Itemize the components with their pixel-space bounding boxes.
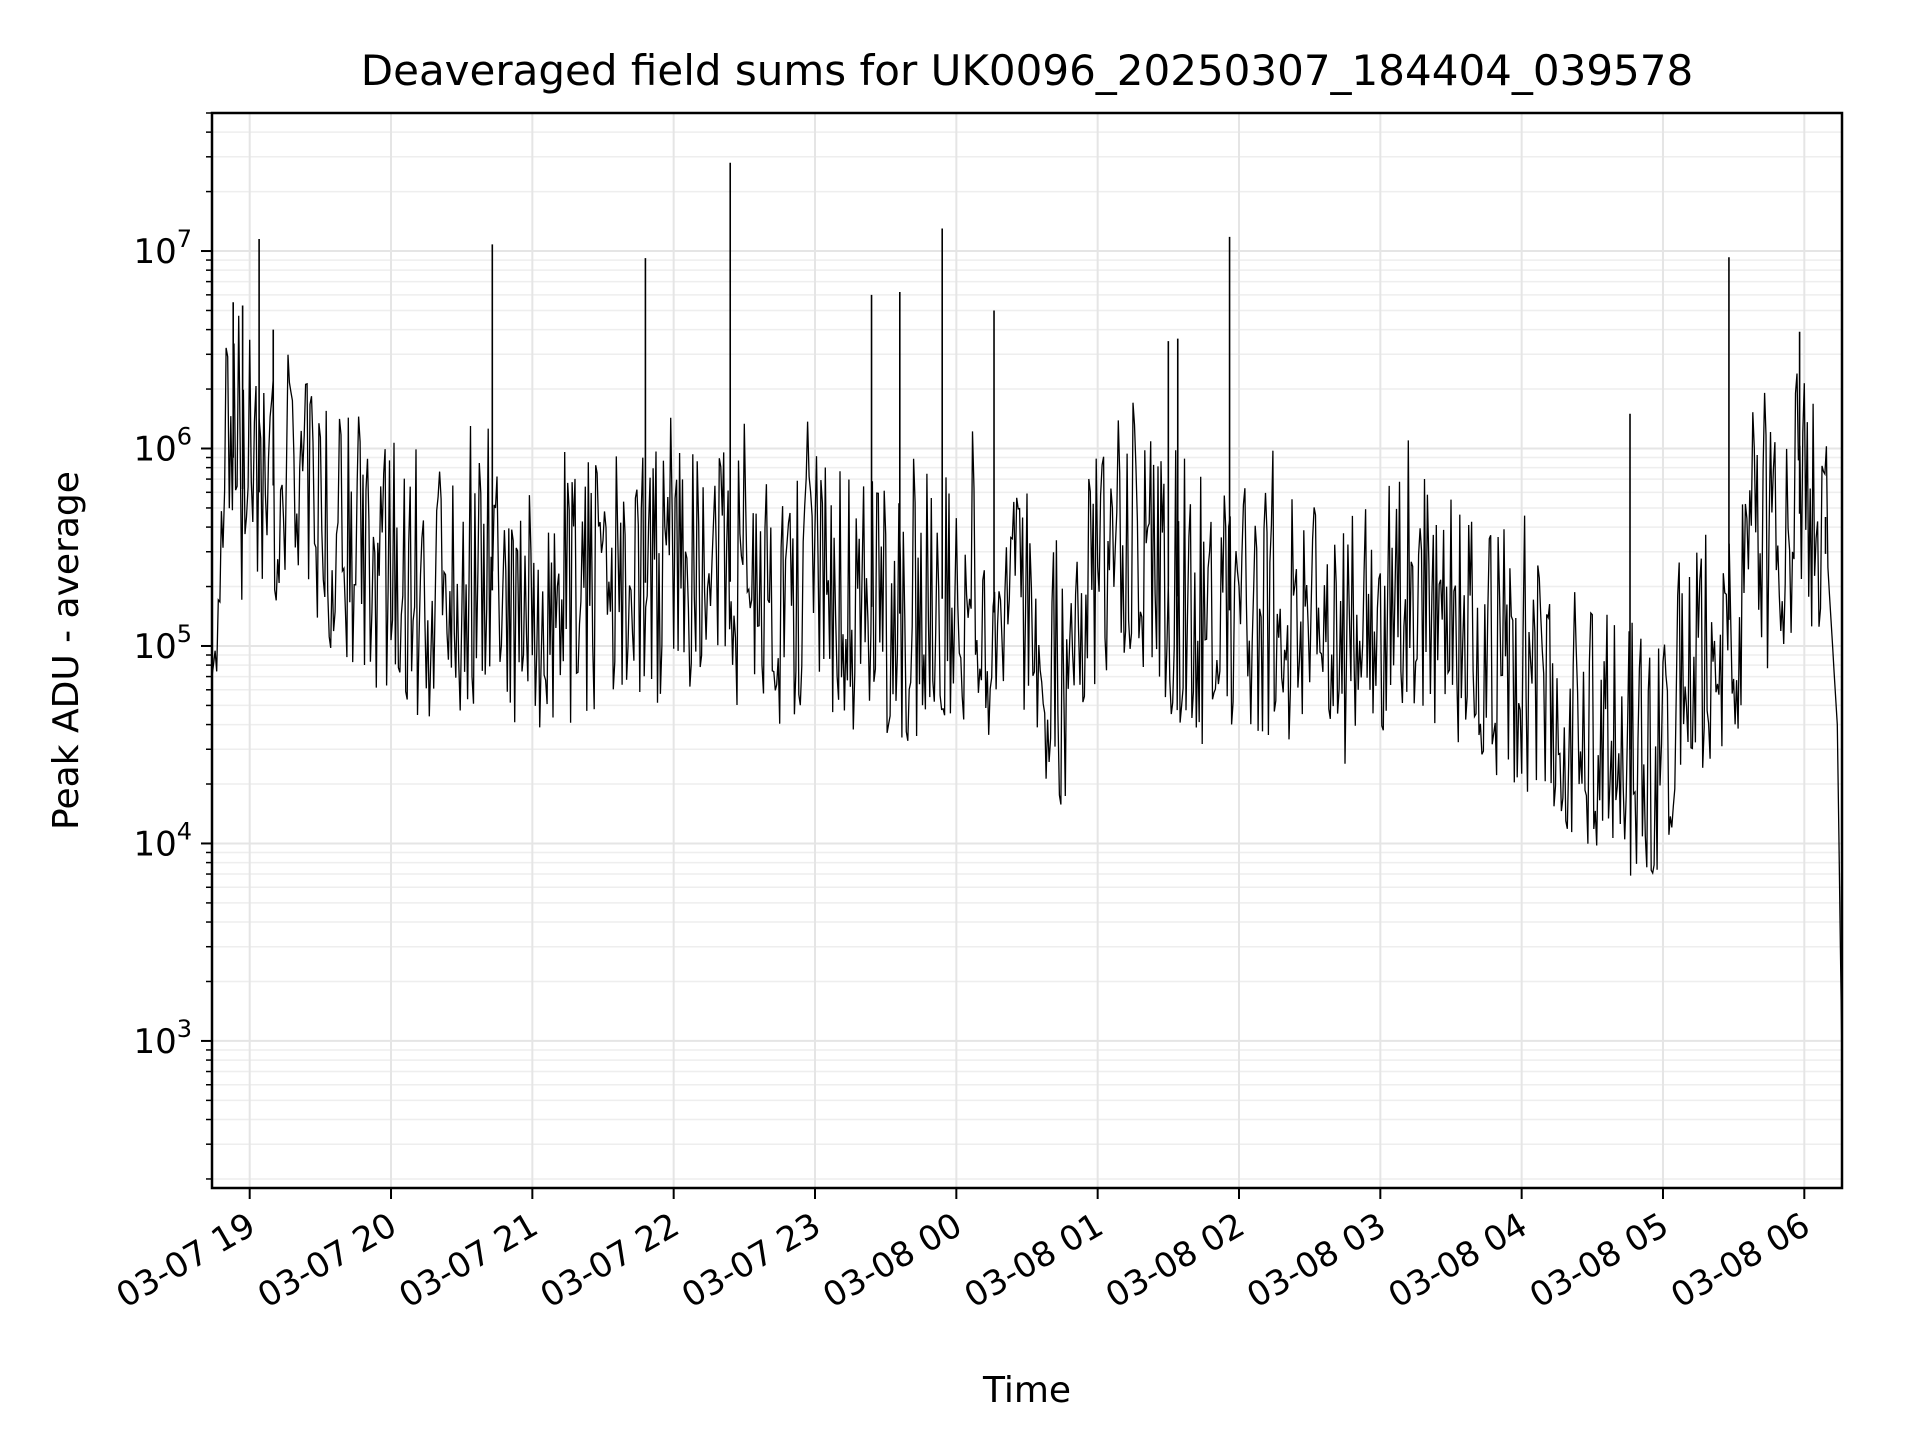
y-tick-label: 106 bbox=[133, 423, 192, 470]
y-tick-base: 10 bbox=[133, 824, 176, 864]
chart-title: Deaveraged field sums for UK0096_2025030… bbox=[361, 46, 1693, 95]
y-tick-base: 10 bbox=[133, 627, 176, 667]
y-tick-base: 10 bbox=[133, 430, 176, 470]
plot-frame bbox=[210, 111, 1844, 1190]
y-tick-exponent: 7 bbox=[177, 225, 192, 253]
y-tick-label: 105 bbox=[133, 620, 192, 667]
y-tick-exponent: 5 bbox=[177, 620, 192, 648]
data-trace-line bbox=[211, 315, 1843, 1061]
y-axis-label: Peak ADU - average bbox=[46, 471, 87, 830]
y-tick-label: 107 bbox=[133, 225, 192, 272]
series-layer bbox=[211, 162, 1843, 1061]
y-tick-base: 10 bbox=[133, 232, 176, 272]
y-tick-exponent: 6 bbox=[177, 423, 192, 451]
x-axis-label: Time bbox=[982, 1370, 1071, 1411]
y-tick-exponent: 3 bbox=[177, 1015, 192, 1043]
y-tick-base: 10 bbox=[133, 1022, 176, 1062]
y-tick-label: 103 bbox=[133, 1015, 192, 1062]
y-tick-label: 104 bbox=[133, 817, 192, 864]
y-tick-exponent: 4 bbox=[177, 817, 192, 845]
